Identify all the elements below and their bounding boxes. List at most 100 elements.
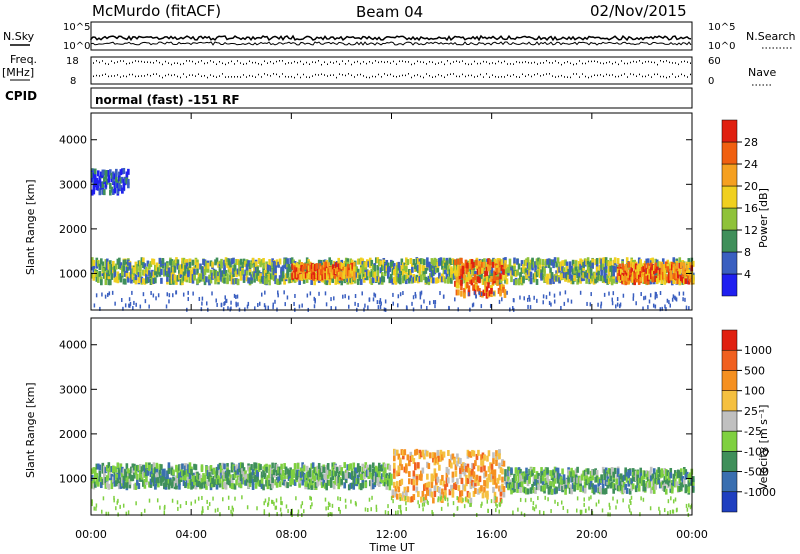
ground-scatter-cell [659, 291, 662, 296]
echo-cell [289, 469, 292, 476]
echo-cell [217, 261, 220, 268]
echo-cell [609, 257, 612, 264]
freq-sample [690, 62, 691, 64]
echo-cell [553, 274, 557, 281]
echo-cell [555, 261, 558, 268]
echo-cell [525, 268, 528, 275]
echo-cell [291, 272, 294, 279]
echo-cell [471, 269, 474, 276]
echo-cell [610, 481, 614, 488]
echo-cell [110, 465, 114, 472]
echo-cell [232, 464, 235, 471]
echo-cell [445, 466, 449, 473]
echo-cell [293, 463, 297, 470]
echo-cell [658, 471, 662, 478]
echo-cell [230, 258, 234, 265]
echo-cell [571, 259, 575, 266]
ground-scatter-cell [383, 307, 386, 312]
freq-sample [465, 62, 466, 65]
echo-cell [559, 476, 563, 483]
echo-cell [675, 272, 679, 279]
echo-cell [316, 473, 319, 480]
nave-sample [477, 75, 478, 78]
echo-cell [355, 467, 359, 474]
echo-cell [304, 480, 307, 487]
echo-cell [379, 260, 383, 267]
echo-cell [579, 486, 582, 493]
nave-tick-bottom: 0 [708, 76, 714, 87]
ground-scatter-cell [472, 302, 475, 307]
echo-cell [307, 483, 310, 490]
echo-cell [483, 479, 486, 486]
echo-cell [178, 273, 181, 280]
echo-cell [543, 266, 546, 273]
echo-cell [386, 475, 390, 482]
echo-cell [380, 275, 384, 282]
echo-cell [340, 478, 344, 485]
echo-cell [591, 258, 594, 265]
echo-cell [327, 262, 330, 269]
echo-cell [281, 476, 285, 483]
nave-sample [534, 74, 535, 76]
nave-sample [603, 75, 604, 78]
ground-scatter-cell [661, 306, 663, 311]
echo-cell [116, 187, 120, 194]
echo-cell [271, 258, 274, 265]
echo-cell [133, 276, 136, 283]
echo-cell [97, 463, 100, 470]
echo-cell [583, 271, 587, 278]
freq-sample [339, 63, 340, 65]
echo-cell [499, 261, 502, 268]
freq-sample [651, 61, 652, 63]
echo-cell [226, 463, 229, 470]
echo-cell [627, 261, 630, 268]
echo-cell [158, 257, 162, 264]
ground-scatter-cell [227, 306, 229, 311]
echo-cell [568, 267, 572, 274]
echo-cell [580, 267, 584, 274]
echo-cell [356, 272, 360, 279]
nave-sample [576, 73, 577, 75]
echo-cell [514, 467, 518, 474]
ground-scatter-cell [277, 293, 279, 298]
echo-cell [564, 259, 567, 266]
freq-sample [129, 62, 130, 65]
freq-sample [468, 63, 469, 66]
echo-cell [630, 478, 633, 485]
echo-cell [537, 269, 540, 276]
echo-cell [283, 278, 286, 285]
echo-cell [541, 273, 545, 280]
echo-cell [362, 261, 366, 268]
echo-cell [609, 265, 612, 272]
echo-cell [499, 276, 503, 283]
echo-cell [323, 278, 327, 285]
echo-cell [218, 274, 222, 281]
echo-cell [188, 479, 192, 486]
nave-sample [288, 76, 289, 78]
echo-cell [630, 484, 633, 491]
echo-cell [561, 479, 564, 486]
echo-cell [488, 264, 492, 271]
nave-sample [579, 76, 580, 78]
ground-scatter-cell [223, 301, 225, 306]
echo-cell [451, 258, 455, 265]
echo-cell [116, 474, 120, 481]
echo-cell [472, 261, 475, 268]
echo-cell [480, 466, 483, 473]
ground-scatter-cell [480, 292, 483, 297]
echo-cell [238, 462, 241, 469]
echo-cell [589, 260, 593, 267]
echo-cell [528, 477, 531, 484]
echo-cell [136, 464, 139, 471]
ground-scatter-cell [142, 292, 145, 297]
echo-cell [636, 273, 640, 280]
echo-cell [182, 480, 186, 487]
echo-cell [498, 453, 501, 460]
echo-cell [125, 471, 129, 478]
echo-cell [151, 269, 154, 276]
echo-cell [480, 459, 483, 466]
echo-cell [100, 171, 103, 178]
echo-cell [442, 268, 446, 275]
freq-sample [516, 61, 517, 63]
echo-cell [618, 276, 621, 283]
